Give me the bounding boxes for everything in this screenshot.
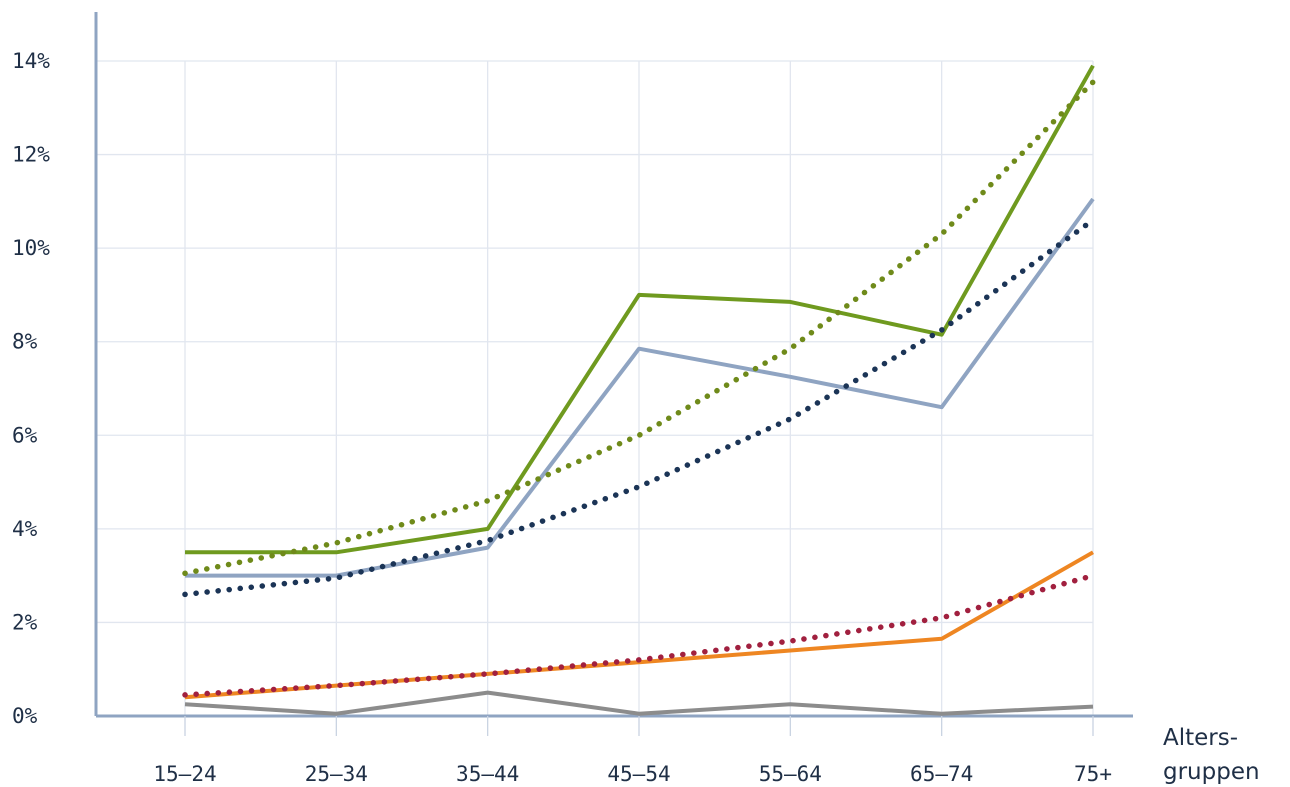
trend-line-5 <box>182 79 1096 577</box>
label-layer: 0% 2% 4% 6% 8% 10% 12% 14% 15–24 25–34 35–44 45–54 5… <box>12 49 1260 786</box>
x-tick-label: 45–54 <box>607 762 670 786</box>
series-layer <box>182 64 1096 716</box>
y-tick-label: 12% <box>12 143 50 167</box>
axis-layer <box>94 12 1133 736</box>
x-axis-title-line: gruppen <box>1163 759 1260 785</box>
x-tick-label: 25–34 <box>305 762 368 786</box>
x-tick-label: 15–24 <box>153 762 216 786</box>
x-tick-label: 35–44 <box>456 762 519 786</box>
trend-line-6 <box>182 217 1096 598</box>
y-tick-label: 4% <box>12 517 38 541</box>
x-tick-label: 55–64 <box>759 762 822 786</box>
y-tick-label: 6% <box>12 423 38 447</box>
series-line-2 <box>185 197 1095 578</box>
y-tick-label: 10% <box>12 236 50 260</box>
y-tick-label: 0% <box>12 704 38 728</box>
y-tick-label: 14% <box>12 49 50 73</box>
x-tick-label: 65–74 <box>910 762 973 786</box>
x-tick-label: 75+ <box>1074 762 1112 786</box>
series-line-1 <box>185 64 1095 555</box>
grid-layer <box>96 60 1094 716</box>
x-axis-title-line: Alters- <box>1163 725 1238 751</box>
y-tick-label: 2% <box>12 610 38 634</box>
trend-line-7 <box>182 572 1096 698</box>
series-line-4 <box>184 690 1094 716</box>
y-tick-label: 8% <box>12 330 38 354</box>
